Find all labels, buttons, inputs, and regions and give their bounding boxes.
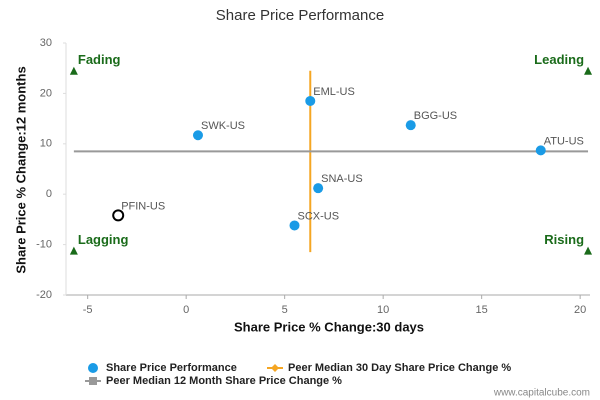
quadrant-marker	[584, 66, 593, 75]
y-tick-label: 10	[40, 138, 52, 150]
y-tick-label: 0	[46, 188, 52, 200]
legend-label: Peer Median 12 Month Share Price Change …	[106, 375, 342, 387]
y-tick-label: 30	[40, 37, 52, 49]
x-tick-label: 20	[574, 304, 586, 316]
quadrant-label: Fading	[78, 52, 121, 67]
quadrant-label: Rising	[544, 232, 584, 247]
quadrant-label: Leading	[534, 52, 584, 67]
point	[112, 209, 125, 222]
point	[192, 130, 203, 141]
legend-label: Share Price Performance	[106, 362, 237, 374]
point-label: SCX-US	[298, 210, 340, 222]
legend-symbol	[271, 364, 279, 372]
point-label: SNA-US	[321, 173, 363, 185]
legend-label: Peer Median 30 Day Share Price Change %	[288, 362, 511, 374]
x-tick-label: 5	[282, 304, 288, 316]
point	[535, 145, 546, 156]
point-label: PFIN-US	[121, 200, 165, 212]
y-axis-title: Share Price % Change:12 months	[13, 66, 28, 273]
y-tick-label: -10	[36, 239, 52, 251]
x-tick-label: 15	[476, 304, 488, 316]
quadrant-marker	[69, 246, 78, 255]
point	[405, 120, 416, 131]
y-tick-label: -20	[36, 289, 52, 301]
point-label: EML-US	[313, 86, 355, 98]
x-tick-label: -5	[83, 304, 93, 316]
legend-symbol	[88, 363, 98, 373]
point	[305, 95, 316, 106]
legend-symbol	[89, 377, 97, 385]
quadrant-marker	[69, 66, 78, 75]
quadrant-label: Lagging	[78, 232, 129, 247]
chart-title: Share Price Performance	[216, 7, 384, 24]
point	[313, 183, 324, 194]
source: www.capitalcube.com	[493, 388, 590, 399]
point-label: ATU-US	[544, 135, 584, 147]
x-axis-title: Share Price % Change:30 days	[234, 319, 424, 334]
point-label: BGG-US	[414, 110, 457, 122]
quadrant-marker	[584, 246, 593, 255]
point	[289, 220, 300, 231]
x-tick-label: 0	[183, 304, 189, 316]
y-tick-label: 20	[40, 87, 52, 99]
point-label: SWK-US	[201, 120, 245, 132]
x-tick-label: 10	[377, 304, 389, 316]
